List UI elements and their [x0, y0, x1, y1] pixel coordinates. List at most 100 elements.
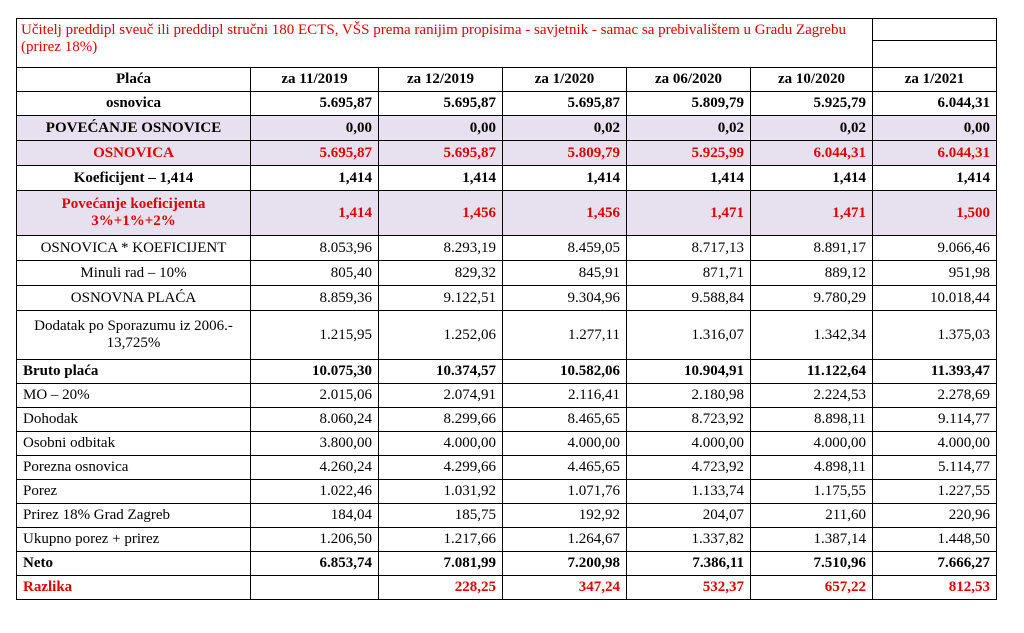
value-cell: 10.374,57: [378, 359, 503, 384]
value-cell: 8.891,17: [750, 235, 873, 261]
value-cell: 657,22: [750, 575, 873, 600]
header-cell: za 12/2019: [378, 67, 503, 92]
header-cell: za 1/2020: [502, 67, 627, 92]
value-cell: 4.000,00: [502, 431, 627, 456]
value-cell: 0,00: [872, 115, 997, 141]
value-cell: 1.316,07: [626, 310, 751, 360]
header-cell: za 11/2019: [250, 67, 379, 92]
value-cell: 204,07: [626, 503, 751, 528]
value-cell: 11.393,47: [872, 359, 997, 384]
value-cell: 1.227,55: [872, 479, 997, 504]
value-cell: 889,12: [750, 260, 873, 286]
header-cell: za 1/2021: [872, 67, 997, 92]
table-row: Osobni odbitak 3.800,00 4.000,00 4.000,00 4.…: [16, 431, 997, 456]
row-label: Minuli rad – 10%: [16, 260, 251, 286]
value-cell: 1,414: [378, 165, 503, 191]
value-cell: 2.224,53: [750, 383, 873, 408]
value-cell: 192,92: [502, 503, 627, 528]
row-label: Bruto plaća: [16, 359, 251, 384]
value-cell: 184,04: [250, 503, 379, 528]
row-label: osnovica: [16, 91, 251, 116]
header-cell-label: Plaća: [16, 67, 251, 92]
value-cell: 1.337,82: [626, 527, 751, 552]
value-cell: 5.695,87: [502, 91, 627, 116]
value-cell: 4.000,00: [750, 431, 873, 456]
value-cell: 9.588,84: [626, 285, 751, 311]
value-cell: 1.217,66: [378, 527, 503, 552]
value-cell: 1.022,46: [250, 479, 379, 504]
value-cell: 5.114,77: [872, 455, 997, 480]
header-cell: za 06/2020: [626, 67, 751, 92]
row-label: OSNOVICA * KOEFICIJENT: [16, 235, 251, 261]
table-row: Povećanje koeficijenta 3%+1%+2% 1,414 1,45…: [16, 190, 997, 236]
value-cell: 1.277,11: [502, 310, 627, 360]
row-label: MO – 20%: [16, 383, 251, 408]
value-cell: [250, 575, 379, 600]
header-cell: za 10/2020: [750, 67, 873, 92]
value-cell: 6.853,74: [250, 551, 379, 576]
value-cell: 9.066,46: [872, 235, 997, 261]
value-cell: 1,414: [502, 165, 627, 191]
value-cell: 1,456: [378, 190, 503, 236]
table-row: OSNOVNA PLAĆA 8.859,36 9.122,51 9.304,96 9.5…: [16, 285, 997, 311]
value-cell: 4.260,24: [250, 455, 379, 480]
value-cell: 3.800,00: [250, 431, 379, 456]
value-cell: 220,96: [872, 503, 997, 528]
value-cell: 5.925,79: [750, 91, 873, 116]
value-cell: 4.000,00: [626, 431, 751, 456]
table-row: Neto 6.853,74 7.081,99 7.200,98 7.386,11 7.51…: [16, 551, 997, 576]
table-row: Dodatak po Sporazumu iz 2006.- 13,725% 1.…: [16, 310, 997, 360]
value-cell: 2.278,69: [872, 383, 997, 408]
row-label: Neto: [16, 551, 251, 576]
value-cell: 951,98: [872, 260, 997, 286]
value-cell: 4.723,92: [626, 455, 751, 480]
value-cell: 1.252,06: [378, 310, 503, 360]
value-cell: 0,02: [750, 115, 873, 141]
table-row: Prirez 18% Grad Zagreb 184,04 185,75 192,92…: [16, 503, 997, 528]
row-label: Dohodak: [16, 407, 251, 432]
row-label: Povećanje koeficijenta 3%+1%+2%: [16, 190, 251, 236]
value-cell: 8.299,66: [378, 407, 503, 432]
table-row: Razlika 228,25 347,24 532,37 657,22 812,53: [16, 575, 997, 600]
row-label: Porezna osnovica: [16, 455, 251, 480]
value-cell: 9.304,96: [502, 285, 627, 311]
value-cell: 1.031,92: [378, 479, 503, 504]
value-cell: 10.904,91: [626, 359, 751, 384]
value-cell: 8.053,96: [250, 235, 379, 261]
value-cell: 1,414: [250, 190, 379, 236]
value-cell: 5.809,79: [502, 140, 627, 166]
value-cell: 1.342,34: [750, 310, 873, 360]
table-row: Porezna osnovica 4.260,24 4.299,66 4.465,65…: [16, 455, 997, 480]
row-label: Koeficijent – 1,414: [16, 165, 251, 191]
value-cell: 1.175,55: [750, 479, 873, 504]
value-cell: 1.215,95: [250, 310, 379, 360]
value-cell: 7.386,11: [626, 551, 751, 576]
value-cell: 7.510,96: [750, 551, 873, 576]
table-row: Bruto plaća 10.075,30 10.374,57 10.582,06 10…: [16, 359, 997, 384]
value-cell: 532,37: [626, 575, 751, 600]
value-cell: 845,91: [502, 260, 627, 286]
value-cell: 11.122,64: [750, 359, 873, 384]
row-label: Dodatak po Sporazumu iz 2006.- 13,725%: [16, 310, 251, 360]
table-row: Minuli rad – 10% 805,40 829,32 845,91 871,71…: [16, 260, 997, 286]
value-cell: 0,02: [626, 115, 751, 141]
value-cell: 2.074,91: [378, 383, 503, 408]
table-title: Učitelj preddipl sveuč ili preddipl stru…: [16, 18, 873, 68]
value-cell: 6.044,31: [872, 140, 997, 166]
row-label: OSNOVNA PLAĆA: [16, 285, 251, 311]
value-cell: 4.299,66: [378, 455, 503, 480]
value-cell: 829,32: [378, 260, 503, 286]
row-label: Porez: [16, 479, 251, 504]
table-row: Dohodak 8.060,24 8.299,66 8.465,65 8.723,92 8…: [16, 407, 997, 432]
title-side-cell: [872, 18, 997, 68]
table-row: Ukupno porez + prirez 1.206,50 1.217,66 1.2…: [16, 527, 997, 552]
title-row: Učitelj preddipl sveuč ili preddipl stru…: [16, 18, 997, 68]
value-cell: 0,02: [502, 115, 627, 141]
value-cell: 228,25: [378, 575, 503, 600]
value-cell: 347,24: [502, 575, 627, 600]
value-cell: 9.114,77: [872, 407, 997, 432]
value-cell: 1.375,03: [872, 310, 997, 360]
value-cell: 5.925,99: [626, 140, 751, 166]
value-cell: 1.071,76: [502, 479, 627, 504]
value-cell: 10.075,30: [250, 359, 379, 384]
